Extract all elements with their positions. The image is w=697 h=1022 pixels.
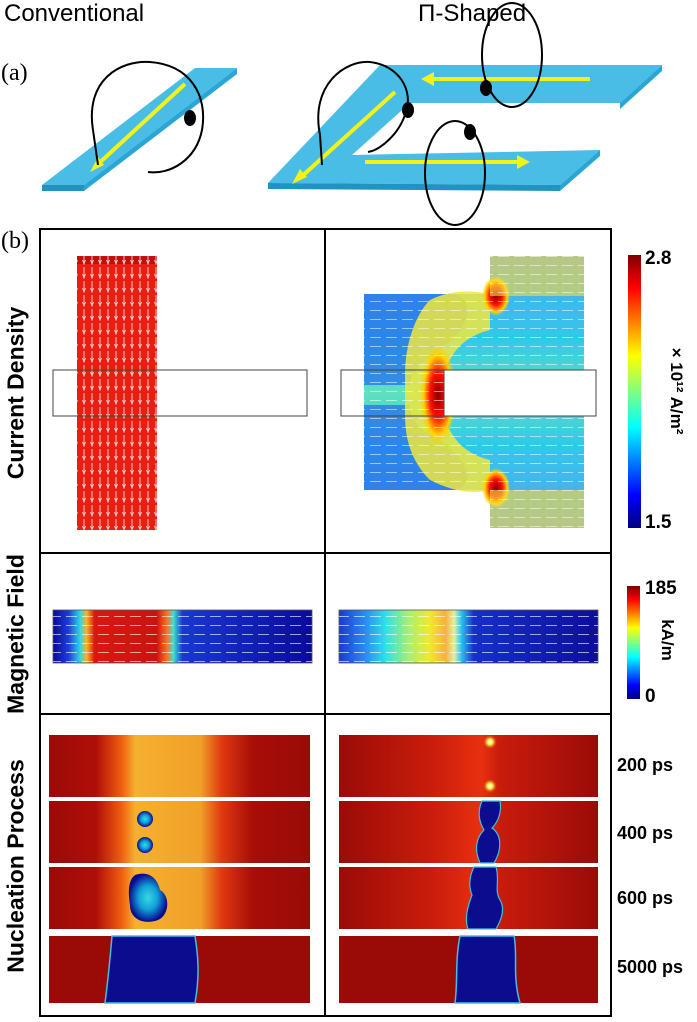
header-conventional: Conventional [4,0,145,27]
time-label-5000ps: 5000 ps [617,957,684,977]
pi-shaped-strip-diagram [268,2,662,226]
current-density-pi-shaped [340,256,597,528]
colorbar-field-max: 185 [645,578,677,599]
time-label-200ps: 200 ps [617,755,674,775]
magnetic-field-conventional [52,609,313,664]
row-label-current-density: Current Density [2,306,29,480]
nucleation-pi-shaped [339,735,598,1004]
current-arrow-diagonal [298,90,397,180]
current-arrow [94,82,187,168]
magnetic-field-pi-shaped [338,609,599,664]
panel-label-b: (b) [1,228,29,254]
row-label-nucleation-process: Nucleation Process [2,759,29,973]
colorbar-current-unit: × 10¹² A/m² [667,347,686,435]
row-label-magnetic-field: Magnetic Field [2,554,29,714]
conventional-strip-diagram [42,60,237,191]
colorbar-field [627,586,640,699]
header-pi-shaped: Π-Shaped [418,0,527,27]
colorbar-current [628,255,641,528]
field-loop [90,60,205,174]
current-density-conventional [52,256,308,530]
colorbar-current-min: 1.5 [645,512,672,533]
time-label-400ps: 400 ps [617,823,674,843]
time-label-600ps: 600 ps [617,888,674,908]
panel-label-a: (a) [1,60,28,86]
colorbar-field-min: 0 [645,686,656,707]
nucleation-conventional [49,735,310,1004]
colorbar-current-max: 2.8 [645,248,672,269]
colorbar-field-unit: kA/m [658,619,677,661]
